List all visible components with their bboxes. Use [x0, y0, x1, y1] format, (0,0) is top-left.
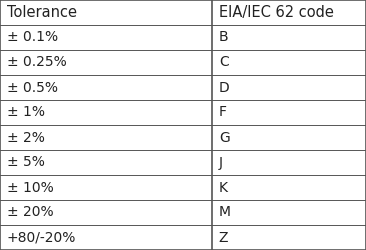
Bar [212, 175, 366, 200]
Text: EIA/IEC 62 code: EIA/IEC 62 code [219, 5, 334, 20]
Text: D: D [219, 80, 229, 94]
Text: ± 20%: ± 20% [7, 206, 53, 220]
Bar [0, 125, 212, 150]
Bar [212, 225, 366, 250]
Bar [212, 25, 366, 50]
Bar [212, 100, 366, 125]
Text: Tolerance: Tolerance [7, 5, 76, 20]
Bar [212, 200, 366, 225]
Text: M: M [219, 206, 231, 220]
Bar [0, 175, 212, 200]
Bar [0, 75, 212, 100]
Bar [0, 225, 212, 250]
Bar [212, 0, 366, 25]
Text: B: B [219, 30, 228, 44]
Text: ± 0.5%: ± 0.5% [7, 80, 57, 94]
Bar [0, 150, 212, 175]
Bar [0, 0, 212, 25]
Text: ± 0.25%: ± 0.25% [7, 56, 66, 70]
Text: K: K [219, 180, 228, 194]
Text: C: C [219, 56, 229, 70]
Bar [0, 100, 212, 125]
Text: G: G [219, 130, 229, 144]
Text: ± 10%: ± 10% [7, 180, 53, 194]
Text: +80/-20%: +80/-20% [7, 230, 76, 244]
Text: ± 1%: ± 1% [7, 106, 45, 120]
Text: ± 2%: ± 2% [7, 130, 44, 144]
Bar [0, 200, 212, 225]
Text: ± 5%: ± 5% [7, 156, 44, 170]
Bar [0, 25, 212, 50]
Bar [212, 125, 366, 150]
Bar [212, 150, 366, 175]
Text: ± 0.1%: ± 0.1% [7, 30, 58, 44]
Text: Z: Z [219, 230, 228, 244]
Text: J: J [219, 156, 223, 170]
Text: F: F [219, 106, 227, 120]
Bar [212, 75, 366, 100]
Bar [212, 50, 366, 75]
Bar [0, 50, 212, 75]
